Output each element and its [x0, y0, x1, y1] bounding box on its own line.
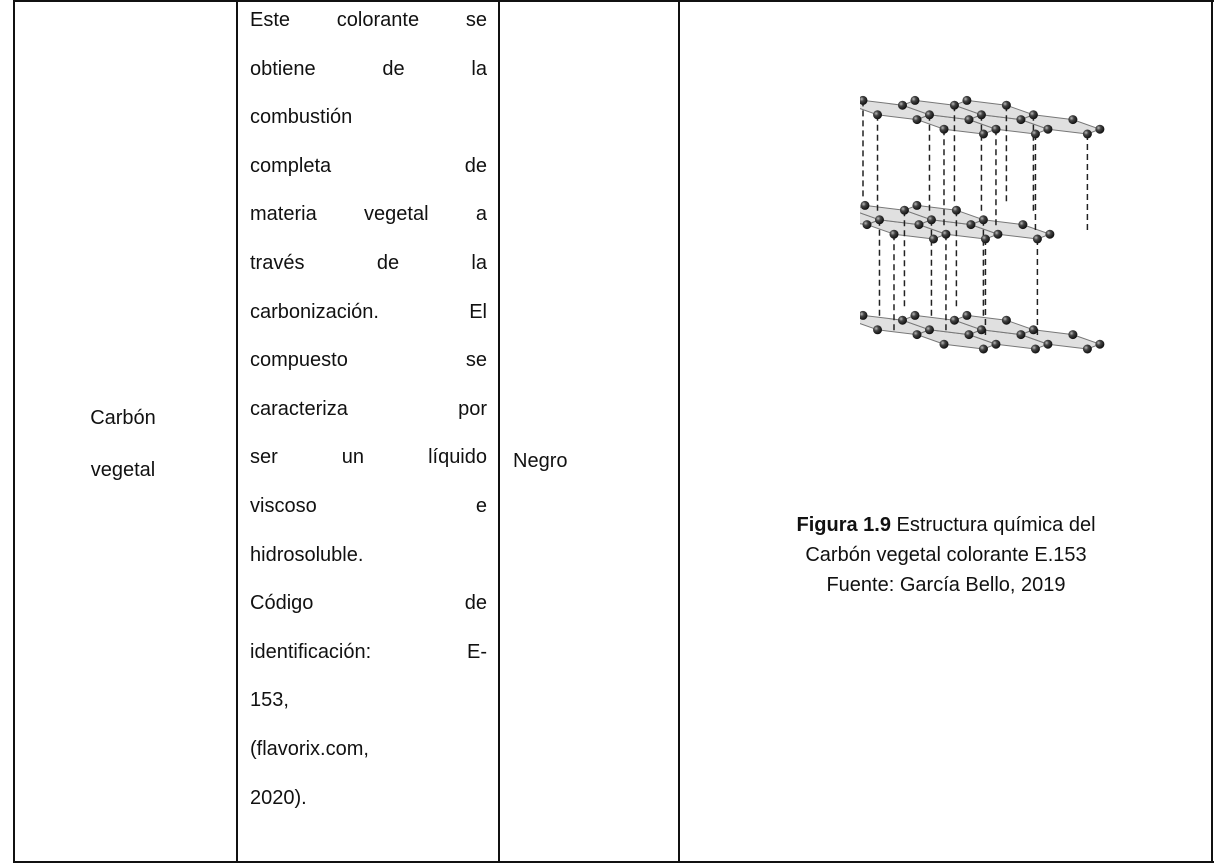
atom [926, 215, 936, 225]
atom [978, 344, 988, 354]
color-cell: Negro [513, 450, 568, 472]
atom [939, 124, 949, 134]
atom [993, 229, 1003, 239]
description-line: compuesto se [250, 349, 487, 372]
atom [1028, 325, 1038, 335]
atom [860, 200, 870, 210]
atom [964, 330, 974, 340]
figure-label: Figura 1.9 [796, 514, 891, 536]
atom [914, 220, 924, 230]
atom [964, 115, 974, 125]
atom [1095, 124, 1105, 134]
atom [1082, 129, 1092, 139]
caption-line: Carbón vegetal colorante E.153 [805, 544, 1087, 566]
atom [962, 95, 972, 105]
description-line: completa de [250, 154, 487, 177]
atom [949, 315, 959, 325]
figure-caption: Figura 1.9 Estructura química del Carbón… [680, 510, 1212, 600]
atom [873, 325, 883, 335]
description-cell: Este colorante se obtiene de la combustión… [250, 0, 487, 822]
graphite-structure [860, 95, 1105, 354]
table-border [1211, 0, 1213, 863]
description-line: 2020). [250, 786, 307, 809]
atom [1043, 124, 1053, 134]
atom [991, 124, 1001, 134]
description-line: obtiene de la [250, 57, 487, 80]
description-line: hidrosoluble. [250, 543, 364, 566]
table-border [13, 0, 15, 863]
atom [976, 325, 986, 335]
atom [949, 100, 959, 110]
table-border [236, 0, 238, 863]
atom [924, 325, 934, 335]
atom [1043, 339, 1053, 349]
caption-text: Estructura química del [896, 514, 1096, 536]
atom [1028, 110, 1038, 120]
atom [1082, 344, 1092, 354]
atom [1032, 234, 1042, 244]
atom [951, 205, 961, 215]
atom [976, 110, 986, 120]
description-line: Código de [250, 592, 487, 615]
atom [862, 220, 872, 230]
atom [889, 229, 899, 239]
description-line: caracteriza por [250, 397, 487, 420]
table-border [498, 0, 500, 863]
atom [978, 215, 988, 225]
atom [939, 339, 949, 349]
atom [941, 229, 951, 239]
atom [1095, 339, 1105, 349]
atom [1016, 330, 1026, 340]
atom [897, 315, 907, 325]
atom [874, 215, 884, 225]
description-line: carbonización. El [250, 300, 487, 323]
atom [966, 220, 976, 230]
atom [860, 310, 868, 320]
description-line: través de la [250, 251, 487, 274]
atom [928, 234, 938, 244]
atom [1045, 229, 1055, 239]
atom [980, 234, 990, 244]
atom [978, 129, 988, 139]
name-cell: Carbón vegetal [90, 407, 156, 481]
atom [1068, 115, 1078, 125]
caption-line: Figura 1.9 Estructura química del [680, 510, 1212, 540]
description-line: 153, [250, 689, 289, 712]
description-line: (flavorix.com, [250, 737, 369, 760]
atom [897, 100, 907, 110]
description-line: materia vegetal a [250, 203, 487, 226]
description-line: combustión [250, 106, 353, 129]
description-line: identificación: E- [250, 640, 487, 663]
table-border [678, 0, 680, 863]
atom [860, 95, 868, 105]
atom [912, 115, 922, 125]
atom [1030, 129, 1040, 139]
table-border [13, 861, 1214, 863]
atom [912, 200, 922, 210]
atom [910, 310, 920, 320]
atom [1016, 115, 1026, 125]
atom [912, 330, 922, 340]
atom [924, 110, 934, 120]
atom [1030, 344, 1040, 354]
atom [1018, 220, 1028, 230]
atom [1001, 100, 1011, 110]
description-line: ser un líquido [250, 446, 487, 469]
atom [991, 339, 1001, 349]
atom [899, 205, 909, 215]
table-border [13, 0, 1214, 2]
atom [873, 110, 883, 120]
description-line: viscoso e [250, 494, 487, 517]
atom [962, 310, 972, 320]
atom [1001, 315, 1011, 325]
atom [1068, 330, 1078, 340]
description-line: Este colorante se [250, 9, 487, 31]
caption-source: Fuente: García Bello, 2019 [826, 574, 1066, 596]
atom [910, 95, 920, 105]
